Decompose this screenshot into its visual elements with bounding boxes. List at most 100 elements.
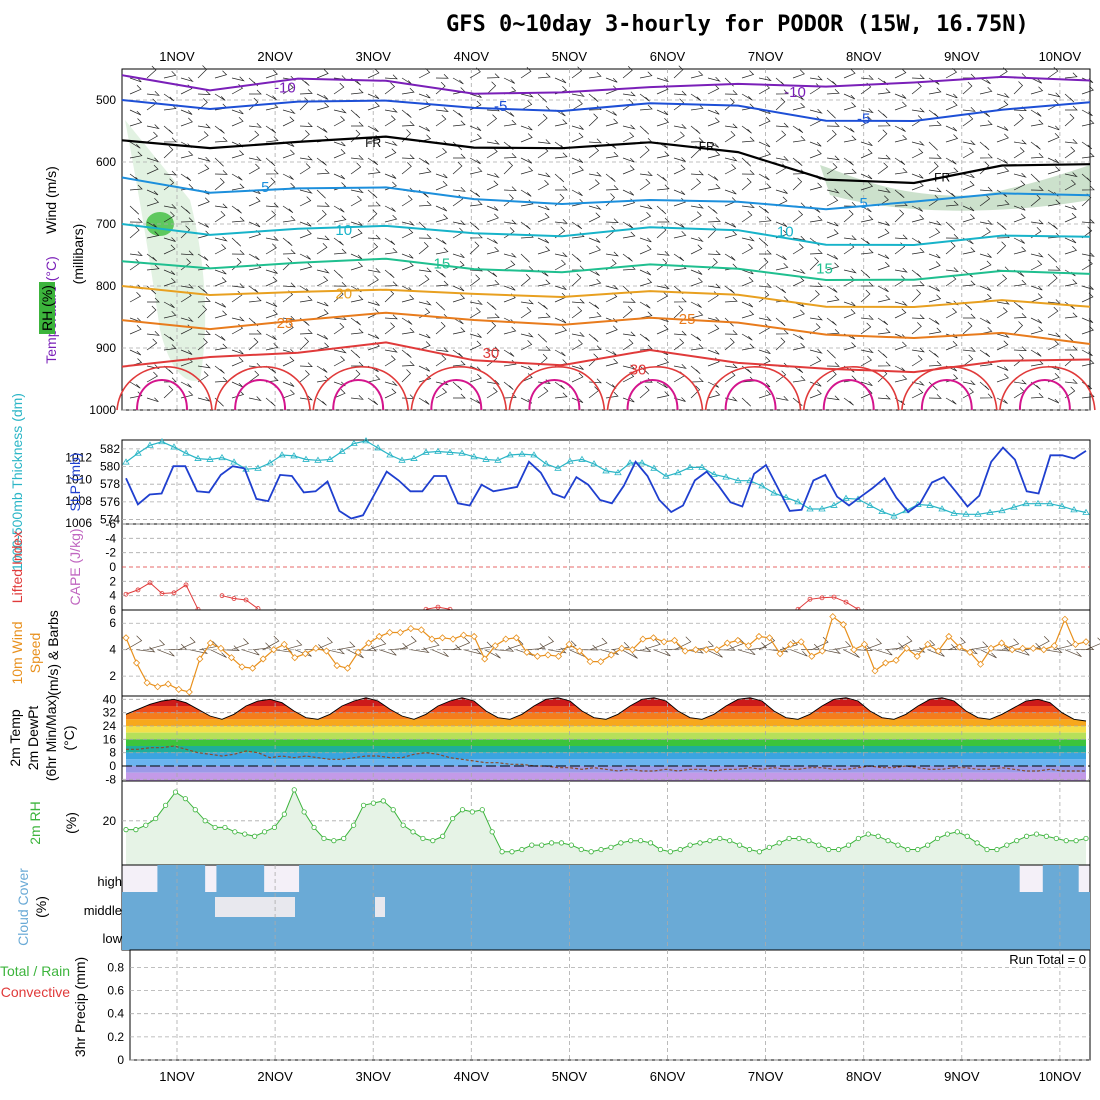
wind-barb xyxy=(520,397,533,404)
cloud-cover-high-cell xyxy=(452,865,465,892)
wind-speed-marker xyxy=(417,626,425,634)
wind-speed-marker xyxy=(639,635,647,643)
wind-barb xyxy=(299,77,310,86)
wind-barb xyxy=(299,155,313,161)
date-label-top: 8NOV xyxy=(846,49,882,64)
lifted-index-line xyxy=(425,606,451,610)
wind-speed-marker xyxy=(1019,644,1027,652)
wind-barb xyxy=(418,200,432,207)
cloud-cover-high-cell xyxy=(582,865,595,892)
wind-barb xyxy=(656,118,670,127)
surface-wind-barb xyxy=(843,649,860,658)
wind-speed-marker xyxy=(955,643,963,651)
wind-speed-marker xyxy=(312,644,320,652)
rh-marker xyxy=(806,838,812,844)
wind-barb xyxy=(1013,346,1027,351)
temperature-contour-35 xyxy=(920,379,973,411)
wind-barb xyxy=(877,154,891,160)
rh-marker xyxy=(628,838,634,844)
temperature-contour-35 xyxy=(136,379,188,411)
thickness-marker xyxy=(410,454,418,461)
cloud-cover-high-cell xyxy=(192,865,206,892)
wind-barb xyxy=(265,93,277,101)
wind-barb xyxy=(945,397,957,405)
wind-barb xyxy=(639,333,650,342)
wind-barb xyxy=(1047,253,1058,263)
thickness-marker xyxy=(554,464,562,471)
surface-wind-barb xyxy=(790,649,808,657)
wind-barb xyxy=(945,241,956,255)
wind-barb xyxy=(877,253,890,260)
rh-marker xyxy=(727,838,733,844)
wind-barb xyxy=(435,269,446,278)
wind-barb xyxy=(894,301,908,307)
surface-wind-barb xyxy=(674,636,692,651)
wind-barb xyxy=(588,113,599,127)
surface-wind-barb xyxy=(1043,647,1063,654)
wind-barb xyxy=(707,173,719,181)
rh-marker xyxy=(568,842,574,848)
wind-barb xyxy=(673,157,686,162)
rh-marker xyxy=(172,789,179,795)
wind-barb xyxy=(860,322,872,335)
thickness-tick: 580 xyxy=(100,460,120,474)
cloud-cover-high-cell xyxy=(724,865,737,892)
wind-barb xyxy=(537,93,548,103)
wind-barb xyxy=(962,387,974,399)
wind-barb xyxy=(520,307,532,319)
cloud-cover-high-cell xyxy=(924,865,938,892)
wind-barb xyxy=(877,295,891,303)
date-label-top: 9NOV xyxy=(944,49,980,64)
surface-wind-barb xyxy=(1075,644,1095,651)
surface-wind-barb xyxy=(189,648,208,654)
wind-barb xyxy=(996,67,1008,79)
date-label-bottom: 2NOV xyxy=(257,1069,293,1084)
wind-speed-marker xyxy=(407,624,415,633)
wind-barb xyxy=(503,349,515,357)
wind-barb xyxy=(707,150,721,159)
wind-barb xyxy=(282,109,296,115)
wind-barb xyxy=(282,205,294,213)
cloud-cover-high-cell xyxy=(310,865,324,892)
wind-barb xyxy=(520,332,534,338)
wind-speed-marker xyxy=(512,634,520,642)
wind-barb xyxy=(316,189,326,199)
wind-barb xyxy=(1047,273,1058,287)
cloud-cover-high-cell xyxy=(181,865,194,892)
wind-barb xyxy=(690,385,701,399)
wind-speed-marker xyxy=(913,652,921,660)
wind-barb xyxy=(894,397,906,405)
wind-barb xyxy=(945,233,959,239)
wind-barb xyxy=(690,301,702,308)
wind-speed-marker xyxy=(249,664,257,672)
wind-barb xyxy=(469,221,480,231)
rh-marker xyxy=(390,807,396,813)
surface-wind-barb xyxy=(252,642,272,651)
wind-speed-marker xyxy=(765,634,774,642)
wind-barb xyxy=(129,85,142,95)
wind-barb xyxy=(809,83,821,95)
wind-barb xyxy=(435,181,448,191)
rh-marker xyxy=(449,815,456,822)
wind-barb xyxy=(486,246,500,255)
cloud-cover-high-cell xyxy=(665,865,678,892)
thickness-marker xyxy=(866,501,874,508)
wind-barb xyxy=(877,188,891,193)
wind-barb xyxy=(588,146,600,159)
wind-barb xyxy=(724,221,737,228)
wind-barb xyxy=(1030,86,1044,95)
wind-barb xyxy=(469,167,483,175)
rh-marker xyxy=(845,842,852,848)
wind-speed-marker xyxy=(523,648,531,656)
thickness-marker xyxy=(470,453,478,460)
wind-barb xyxy=(486,173,500,179)
wind-barb xyxy=(809,282,823,287)
wind-barb xyxy=(350,328,364,335)
rh-marker xyxy=(776,840,782,846)
wind-barb xyxy=(214,136,228,143)
wind-barb xyxy=(843,125,855,133)
cloud-cover-high-cell xyxy=(771,865,784,892)
wind-barb xyxy=(180,117,193,127)
wind-speed-marker xyxy=(998,639,1006,647)
